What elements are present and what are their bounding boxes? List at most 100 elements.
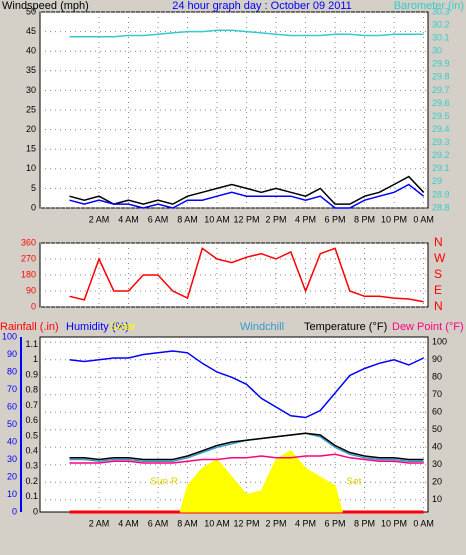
series-line [69, 183, 425, 209]
y3-tick-label: 90 [7, 349, 17, 359]
y-tick-label: 0.2 [25, 476, 38, 486]
y2-tick-label: N [434, 299, 443, 313]
y2-tick-label: 80 [432, 372, 442, 382]
y-tick-label: 0.7 [25, 400, 38, 410]
series-line [69, 175, 425, 205]
y3-tick-label: 50 [7, 419, 17, 429]
y-tick-label: 0.4 [25, 446, 38, 456]
y2-tick-label: 29.3 [432, 137, 450, 147]
y-tick-label: 40 [26, 46, 36, 56]
y-tick-label: 0.3 [25, 461, 38, 471]
y-tick-label: 1.1 [25, 339, 38, 349]
y2-tick-label: 60 [432, 407, 442, 417]
y2-tick-label: 20 [432, 477, 442, 487]
x-tick-label: 2 AM [89, 214, 110, 224]
x-tick-label: 2 PM [266, 214, 287, 224]
series-line [69, 453, 424, 464]
x-tick-label: 6 PM [325, 214, 346, 224]
y-axis-label: Windspeed (mph) [2, 0, 89, 12]
y-tick-label: 270 [21, 253, 36, 263]
chart-title: 24 hour graph day : October 09 2011 [172, 0, 352, 12]
y2-tick-label: 30.2 [432, 19, 450, 29]
y2-tick-label: 30.3 [432, 6, 450, 16]
y-tick-label: 180 [21, 269, 36, 279]
y2-tick-label: 29.6 [432, 98, 450, 108]
x-tick-label: 10 AM [204, 214, 230, 224]
x-tick-label: 10 AM [204, 518, 230, 528]
x-tick-label: 4 AM [118, 518, 139, 528]
y2-tick-label: 29.1 [432, 163, 450, 173]
y-tick-label: 10 [26, 163, 36, 173]
legend-label: Windchill [240, 321, 284, 333]
y2-tick-label: 30.1 [432, 33, 450, 43]
y3-tick-label: 10 [7, 489, 17, 499]
y-tick-label: 360 [21, 237, 36, 247]
y2-tick-label: 29.5 [432, 111, 450, 121]
y-tick-label: 0.1 [25, 491, 38, 501]
y3-tick-label: 30 [7, 454, 17, 464]
y2-tick-label: 28.9 [432, 189, 450, 199]
y3-tick-label: 70 [7, 384, 17, 394]
y2-tick-label: 29.4 [432, 124, 450, 134]
y-tick-label: 35 [26, 65, 36, 75]
x-tick-label: 6 AM [148, 518, 169, 528]
y2-tick-label: 29.9 [432, 59, 450, 69]
x-tick-label: 4 PM [295, 214, 316, 224]
y-tick-label: 0.5 [25, 430, 38, 440]
y2-tick-label: 50 [432, 424, 442, 434]
y2-tick-label: 30 [432, 46, 442, 56]
y-tick-label: 90 [26, 285, 36, 295]
y-tick-label: 0 [33, 506, 38, 516]
plot-area [39, 242, 429, 308]
y-tick-label: 25 [26, 104, 36, 114]
y3-tick-label: 40 [7, 436, 17, 446]
legend-label: Dew Point (°F) [392, 321, 464, 333]
y-tick-label: 1 [33, 354, 38, 364]
y2-axis-label: Barometer (in) [394, 0, 464, 12]
y2-tick-label: 29 [432, 176, 442, 186]
legend-label: Solar [110, 321, 136, 333]
y-tick-label: 0 [31, 301, 36, 311]
y2-tick-label: 10 [432, 494, 442, 504]
x-tick-label: 2 PM [266, 518, 287, 528]
y2-tick-label: 30 [432, 459, 442, 469]
y-tick-label: 0 [31, 202, 36, 212]
series-line [69, 432, 424, 461]
series-line [69, 247, 424, 303]
y-tick-label: 0.6 [25, 415, 38, 425]
series-line [69, 350, 424, 419]
x-tick-label: 0 AM [413, 214, 434, 224]
y2-tick-label: E [434, 283, 442, 297]
y2-tick-label: S [434, 267, 442, 281]
y-tick-label: 5 [31, 183, 36, 193]
x-tick-label: 0 AM [413, 518, 434, 528]
x-tick-label: 12 PM [234, 518, 260, 528]
legend-label: Temperature (°F) [304, 321, 387, 333]
y2-tick-label: 29.8 [432, 72, 450, 82]
y2-tick-label: 28.8 [432, 202, 450, 212]
y-tick-label: 30 [26, 85, 36, 95]
y2-tick-label: 100 [432, 337, 447, 347]
annotation: Set [346, 477, 361, 488]
y-tick-label: 15 [26, 144, 36, 154]
y-tick-label: 20 [26, 124, 36, 134]
y2-tick-label: 90 [432, 354, 442, 364]
x-tick-label: 12 PM [234, 214, 260, 224]
x-tick-label: 8 AM [177, 214, 198, 224]
legend-label: Humidity (%) [66, 321, 129, 333]
x-tick-label: 8 AM [177, 518, 198, 528]
y2-tick-label: 29.7 [432, 85, 450, 95]
y2-tick-label: N [434, 235, 443, 249]
x-tick-label: 4 PM [295, 518, 316, 528]
y2-tick-label: 70 [432, 389, 442, 399]
y3-tick-label: 80 [7, 366, 17, 376]
y3-tick-label: 20 [7, 471, 17, 481]
y-tick-label: 45 [26, 26, 36, 36]
x-tick-label: 6 PM [325, 518, 346, 528]
legend-label: Rainfall (.in) [0, 321, 59, 333]
y2-tick-label: 40 [432, 442, 442, 452]
y3-tick-label: 0 [12, 506, 17, 516]
y-tick-label: 0.9 [25, 369, 38, 379]
